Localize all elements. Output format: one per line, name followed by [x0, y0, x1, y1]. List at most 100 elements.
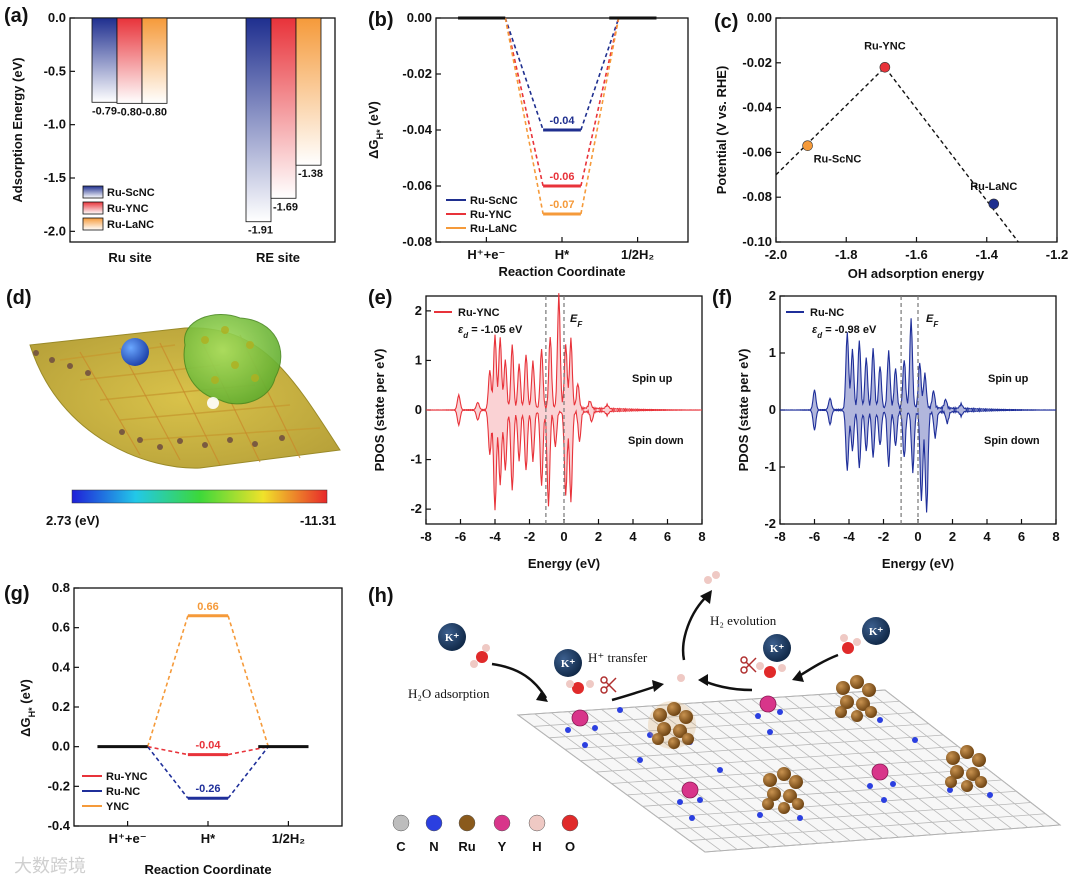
bar-ru-ync-re-site	[270, 17, 297, 199]
scissors-icon	[740, 656, 748, 664]
panel-e-ytick-label: -1	[410, 452, 422, 467]
panel-c-ytick-label: -0.10	[742, 234, 772, 249]
panel-h-label: (h)	[368, 585, 394, 607]
panel-g-ytick-label: 0.2	[52, 699, 70, 714]
graphene-bond	[642, 779, 1002, 807]
legend-ru-scnc: Ru-ScNC	[107, 187, 155, 199]
panel-f-fill-spin-up	[780, 318, 1056, 410]
panel-a-xtick-re-site: RE site	[256, 250, 300, 265]
panel-b-ytick-label: 0.00	[407, 10, 432, 25]
panel-g: (g) 0.80.60.40.20.0-0.2-0.4H⁺+e⁻ H* 1/2H₂ …	[4, 580, 343, 877]
panel-e-ytick-label: 2	[415, 303, 422, 318]
panel-a-label: (a)	[4, 5, 28, 27]
nitrogen-atom	[987, 792, 993, 798]
panel-f-xtick-label: -6	[809, 529, 821, 544]
panel-a-ytick-label: -1.0	[44, 117, 66, 132]
k-ion-4-label: K⁺	[869, 626, 884, 638]
nitrogen-atom	[890, 781, 896, 787]
legend-atom-label-ru: Ru	[458, 839, 475, 854]
legend-g-ync: YNC	[106, 801, 129, 813]
panel-a-ytick-label: -0.5	[44, 63, 66, 78]
panel-a: (a) 0.0-0.5-1.0-1.5-2.0 -0.79 -0.80 -0.80-…	[4, 5, 336, 265]
nitrogen-atom	[881, 797, 887, 803]
panel-c-xlabel: OH adsorption energy	[848, 266, 985, 281]
colorbar	[71, 489, 328, 504]
panel-f-xtick-label: 8	[1052, 529, 1059, 544]
nitrogen-atom	[947, 787, 953, 793]
panel-b-value-ru-ync: -0.06	[549, 171, 574, 183]
panel-a-legend: Ru-ScNC Ru-YNC Ru-LaNC	[82, 185, 155, 231]
water-molecules	[470, 571, 861, 694]
panel-e-xtick-label: -8	[420, 529, 432, 544]
legend-atom-o	[561, 814, 579, 832]
arrows	[491, 590, 839, 702]
nitrogen-atom	[637, 757, 643, 763]
h2o-adsorption-label: H₂O adsorption	[408, 686, 490, 701]
panel-e-xtick-label: 6	[664, 529, 671, 544]
panel-f-xtick-label: 6	[1018, 529, 1025, 544]
panel-b-ytick-label: -0.04	[402, 122, 432, 137]
graphene-bond	[595, 745, 958, 773]
panel-a-axes	[69, 17, 336, 243]
panel-e-spin-down: Spin down	[628, 435, 684, 447]
panel-e-ytick-label: 1	[415, 352, 422, 367]
legend-b-ru-ync: Ru-YNC	[470, 209, 512, 221]
k-ion-1-label: K⁺	[445, 632, 460, 644]
graphene-bond	[533, 700, 900, 727]
point-ru-lanc	[988, 198, 1000, 210]
panel-c: (c) 0.00 -0.02 -0.04 -0.06 -0.08 -0.10-2.0 -1.…	[714, 10, 1068, 281]
panel-g-xtick-label: 1/2H₂	[272, 831, 305, 846]
graphene-bond	[689, 813, 1046, 841]
panel-f-label: (f)	[712, 287, 732, 309]
legend-atom-n	[425, 814, 443, 832]
panel-g-legend: Ru-YNC Ru-NC YNC	[82, 771, 148, 813]
panel-f-xtick-label: 4	[983, 529, 991, 544]
legend-b-ru-scnc: Ru-ScNC	[470, 195, 518, 207]
panel-g-ytick-label: 0.6	[52, 620, 70, 635]
colorbar-max-label: -11.31	[300, 513, 336, 528]
y-atoms	[571, 695, 889, 799]
panel-f-ytick-label: 2	[769, 288, 776, 303]
point-label-ru-scnc: Ru-ScNC	[814, 154, 862, 166]
panel-g-xlabel: Reaction Coordinate	[144, 862, 271, 877]
panel-c-ytick-label: -0.02	[742, 55, 772, 70]
evolution-arrow	[681, 594, 709, 661]
transfer-arrow-2	[701, 678, 753, 692]
colorbar-min-label: 2.73 (eV)	[46, 513, 99, 528]
panel-b-ytick-label: -0.06	[402, 178, 432, 193]
panel-e-xlabel: Energy (eV)	[528, 556, 600, 571]
scissors-icon	[600, 676, 608, 684]
bar-ru-ync-ru-site	[116, 17, 143, 104]
nitrogen-atom	[582, 742, 588, 748]
panel-c-xtick-label: -1.4	[976, 247, 999, 262]
ru-atom	[121, 338, 149, 366]
panel-e-xtick-label: 2	[595, 529, 602, 544]
panel-g-ytick-label: -0.4	[48, 818, 71, 833]
legend-atom-h	[528, 814, 546, 832]
panel-f-ytick-label: -1	[764, 459, 776, 474]
panel-f-ytick-label: -2	[764, 516, 776, 531]
legend-atom-label-n: N	[429, 839, 438, 854]
bar-value-label: -1.91	[248, 225, 273, 237]
adsorption-arrow	[491, 662, 548, 699]
nitrogen-atom	[592, 725, 598, 731]
panel-c-ytick-label: -0.06	[742, 144, 772, 159]
panel-e-fill-spin-down	[426, 410, 702, 511]
atom-legend: C N Ru Y H O	[392, 814, 579, 854]
panel-b: (b) 0.00 -0.02 -0.04 -0.06 -0.08 H⁺+e⁻ H* 1/2H₂…	[366, 9, 689, 279]
legend-g-ru-ync: Ru-YNC	[106, 771, 148, 783]
panel-b-xtick-label: H⁺+e⁻	[467, 247, 505, 262]
panel-f-ytick-label: 1	[769, 345, 776, 360]
panel-f-eps: εd = -0.98 eV	[812, 324, 877, 340]
scissors-icons	[600, 656, 757, 694]
bar-value-label: -0.80	[142, 106, 167, 118]
panel-f-xlabel: Energy (eV)	[882, 556, 954, 571]
panel-a-ylabel: Adsorption Energy (eV)	[10, 57, 25, 202]
panel-e-ylabel: PDOS (state per eV)	[372, 349, 387, 472]
panel-e-fill-spin-up	[426, 293, 702, 410]
panel-e-legend: Ru-YNC	[458, 307, 500, 319]
nitrogen-atom	[717, 767, 723, 773]
panel-c-label: (c)	[714, 11, 738, 33]
panel-c-xtick-label: -1.2	[1046, 247, 1068, 262]
panel-f-ylabel: PDOS (state per eV)	[736, 349, 751, 472]
